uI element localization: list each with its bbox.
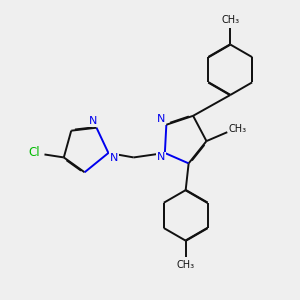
Text: CH₃: CH₃ <box>221 15 239 25</box>
Text: N: N <box>157 152 166 162</box>
Text: N: N <box>110 153 118 163</box>
Text: N: N <box>89 116 98 126</box>
Text: CH₃: CH₃ <box>229 124 247 134</box>
Text: CH₃: CH₃ <box>177 260 195 270</box>
Text: N: N <box>157 114 165 124</box>
Text: Cl: Cl <box>28 146 40 160</box>
